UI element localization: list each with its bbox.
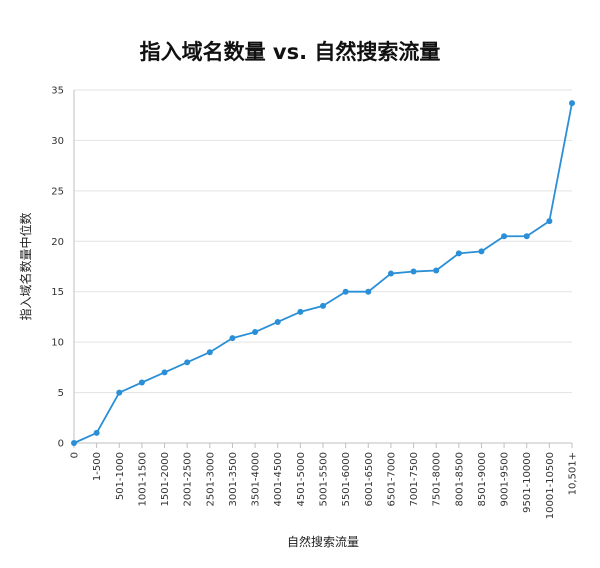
data-point: [342, 288, 349, 295]
y-tick-label: 30: [51, 136, 64, 147]
data-point: [184, 359, 191, 366]
x-tick-label: 1501-2000: [160, 452, 171, 507]
data-point: [455, 250, 462, 257]
x-tick-label: 501-1000: [115, 452, 126, 500]
y-tick-label: 10: [51, 338, 64, 349]
y-tick-label: 0: [58, 439, 64, 450]
series-line: [73, 102, 573, 444]
data-point: [274, 318, 281, 325]
data-point: [387, 270, 394, 277]
data-point: [365, 288, 372, 295]
series-line-layer: [73, 102, 573, 444]
axes: [73, 90, 573, 448]
grid-lines: [74, 89, 572, 394]
data-point: [206, 349, 213, 356]
x-tick-label: 3001-3500: [228, 452, 239, 507]
x-tick-label: 1-500: [92, 452, 103, 481]
y-tick-label: 25: [51, 186, 64, 197]
x-tick-label: 4001-4500: [273, 452, 284, 507]
data-point: [252, 329, 259, 336]
data-point: [161, 369, 168, 376]
data-point: [71, 440, 77, 446]
data-point: [523, 233, 530, 240]
data-point: [320, 302, 326, 309]
data-point: [116, 389, 123, 396]
y-axis-title: 指入域名数量中位数: [18, 212, 33, 320]
y-tick-label: 5: [58, 388, 64, 399]
x-tick-label: 3501-4000: [251, 452, 262, 507]
y-tick-labels: 0 5 10 15 20 25 30 35: [51, 86, 64, 450]
x-tick-label: 7501-8000: [432, 452, 443, 507]
data-point: [501, 233, 508, 240]
y-tick-label: 35: [51, 86, 64, 97]
x-tick-label: 1001-1500: [137, 452, 148, 507]
x-tick-label: 9001-9500: [500, 452, 511, 507]
chart-title: 指入域名数量 vs. 自然搜索流量: [139, 40, 441, 64]
x-tick-label: 2501-3000: [205, 452, 216, 507]
x-tick-label: 10001-10500: [545, 452, 556, 519]
x-tick-label: 10,501+: [568, 452, 579, 495]
x-tick-label: 8001-8500: [454, 452, 465, 507]
data-point: [569, 100, 575, 107]
x-tick-label: 9501-10000: [522, 452, 533, 513]
data-point: [93, 429, 100, 436]
x-tick-label: 8501-9000: [477, 452, 488, 507]
data-point: [229, 335, 236, 342]
y-tick-label: 15: [51, 287, 64, 298]
y-tick-label: 20: [51, 237, 64, 248]
x-tick-label: 6501-7000: [386, 452, 397, 507]
x-tick-labels: 0 1-500 501-1000 1001-1500 1501-2000 2001-250…: [70, 452, 579, 519]
x-tick-label: 2001-2500: [183, 452, 194, 507]
data-point: [138, 379, 145, 386]
x-axis-title: 自然搜索流量: [287, 534, 359, 549]
x-tick-label: 6001-6500: [364, 452, 375, 507]
data-point: [410, 268, 417, 275]
x-tick-label: 4501-5000: [296, 452, 307, 507]
x-tick-label: 5001-5500: [319, 452, 330, 507]
data-point: [433, 267, 440, 274]
data-point: [297, 308, 304, 315]
x-tick-label: 0: [70, 452, 81, 458]
x-tick-label: 5501-6000: [341, 452, 352, 507]
data-point: [546, 218, 553, 225]
data-points: [71, 100, 575, 446]
x-tick-label: 7001-7500: [409, 452, 420, 507]
data-point: [478, 248, 485, 255]
